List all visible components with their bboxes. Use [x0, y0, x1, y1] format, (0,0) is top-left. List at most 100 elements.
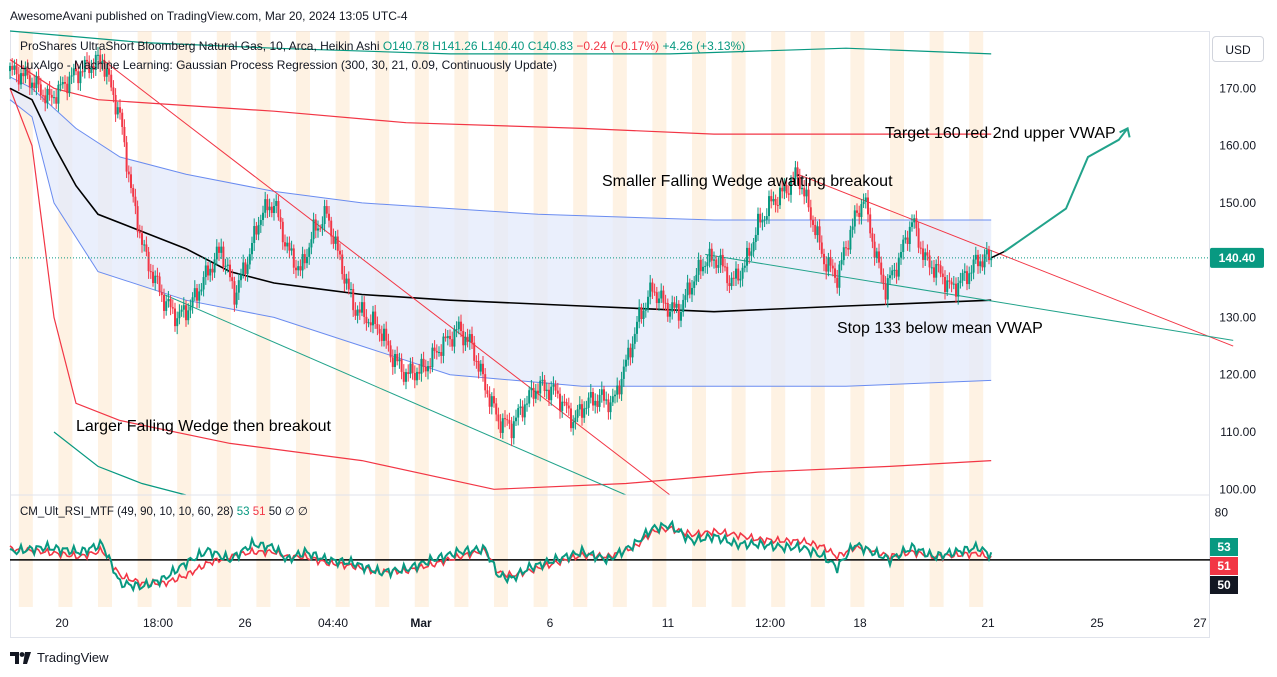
rsi-badge-label: 53	[1217, 540, 1231, 554]
candle-body	[605, 399, 608, 401]
candle-body	[266, 199, 269, 211]
candle-body	[708, 248, 711, 263]
candle-body	[548, 389, 550, 401]
candle-body	[431, 347, 434, 368]
candle-body	[376, 323, 379, 329]
candle-body	[761, 220, 764, 223]
time-tick-label: Mar	[410, 616, 432, 630]
candle-body	[688, 282, 691, 295]
candle-body	[295, 267, 297, 271]
candle-body	[292, 248, 295, 268]
candle-body	[728, 283, 731, 287]
candle-body	[897, 257, 900, 277]
candle-body	[928, 255, 931, 268]
session-band	[98, 31, 112, 607]
candle-body	[490, 396, 493, 407]
candle-body	[218, 246, 220, 253]
time-tick-label: 20	[55, 616, 69, 630]
candle-body	[275, 200, 278, 206]
candle-body	[312, 219, 315, 240]
time-tick-label: 18	[853, 616, 867, 630]
candle-body	[561, 401, 564, 411]
candle-body	[845, 247, 847, 249]
candle-body	[574, 417, 577, 422]
rsi-value-5: ∅	[297, 506, 308, 518]
candle-body	[559, 393, 561, 411]
candle-body	[160, 292, 163, 296]
candle-body	[552, 384, 555, 387]
candle-body	[202, 277, 205, 290]
tradingview-logo-icon	[10, 651, 31, 664]
candle-body	[462, 330, 465, 346]
candle-body	[350, 289, 352, 291]
candle-body	[255, 226, 258, 235]
candle-body	[301, 254, 304, 271]
candle-body	[497, 414, 500, 422]
candle-body	[297, 266, 300, 271]
chart-frame[interactable]	[10, 31, 1210, 638]
candle-body	[387, 340, 390, 346]
candle-body	[15, 65, 18, 75]
candle-body	[48, 88, 51, 95]
candle-body	[259, 219, 262, 225]
candle-body	[108, 68, 110, 75]
candle-body	[466, 336, 469, 342]
top-bar: AwesomeAvani published on TradingView.co…	[0, 0, 1277, 30]
rsi-legend[interactable]: CM_Ult_RSI_MTF (49, 90, 10, 10, 60, 28) …	[20, 504, 308, 518]
candle-body	[438, 352, 440, 354]
symbol-legend[interactable]: ProShares UltraShort Bloomberg Natural G…	[20, 39, 745, 53]
candle-body	[669, 311, 671, 317]
candle-body	[713, 259, 715, 261]
time-tick-label: 04:40	[318, 616, 348, 630]
candle-body	[75, 68, 77, 72]
gpr-bands	[9, 30, 992, 496]
candle-body	[361, 302, 363, 313]
candle-body	[902, 239, 905, 253]
candle-body	[849, 229, 852, 250]
session-band	[18, 31, 33, 607]
candle-body	[451, 339, 454, 347]
candle-body	[629, 347, 632, 358]
candle-body	[818, 226, 821, 243]
candle-body	[270, 206, 273, 213]
candle-body	[418, 371, 421, 374]
candle-body	[895, 269, 898, 277]
candle-body	[147, 251, 150, 272]
publisher-text: AwesomeAvani published on TradingView.co…	[10, 9, 408, 23]
footer-brand[interactable]: TradingView	[10, 650, 109, 665]
candle-body	[187, 310, 190, 321]
candle-body	[603, 389, 605, 401]
candle-body	[248, 254, 251, 265]
change-value-2: +4.26 (+3.13%)	[662, 39, 746, 53]
indicator-legend[interactable]: LuxAlgo - Machine Learning: Gaussian Pro…	[20, 58, 557, 72]
ohlc-high: H141.26	[432, 39, 478, 53]
candle-body	[86, 59, 88, 62]
currency-button[interactable]: USD	[1212, 36, 1264, 62]
candle-body	[829, 257, 832, 266]
candle-body	[693, 281, 696, 288]
candle-body	[814, 224, 817, 236]
candle-body	[167, 298, 170, 302]
candle-body	[409, 363, 412, 375]
candle-body	[539, 380, 542, 394]
candle-body	[262, 212, 264, 220]
candle-body	[365, 316, 368, 324]
candle-body	[675, 303, 678, 308]
candle-body	[823, 253, 825, 265]
candle-body	[215, 246, 218, 260]
candle-body	[911, 222, 913, 227]
candle-body	[647, 296, 649, 309]
candle-body	[783, 185, 786, 192]
rsi-badge-label: 51	[1217, 559, 1231, 573]
candle-body	[9, 65, 11, 72]
candle-body	[127, 171, 130, 175]
candle-body	[46, 88, 49, 104]
candle-body	[486, 390, 489, 394]
candle-body	[831, 265, 834, 269]
candle-body	[900, 252, 902, 258]
candle-body	[328, 213, 330, 221]
candle-body	[253, 226, 256, 243]
ohlc-low: L140.40	[480, 39, 525, 53]
band-bottom-green-line	[53, 431, 187, 496]
